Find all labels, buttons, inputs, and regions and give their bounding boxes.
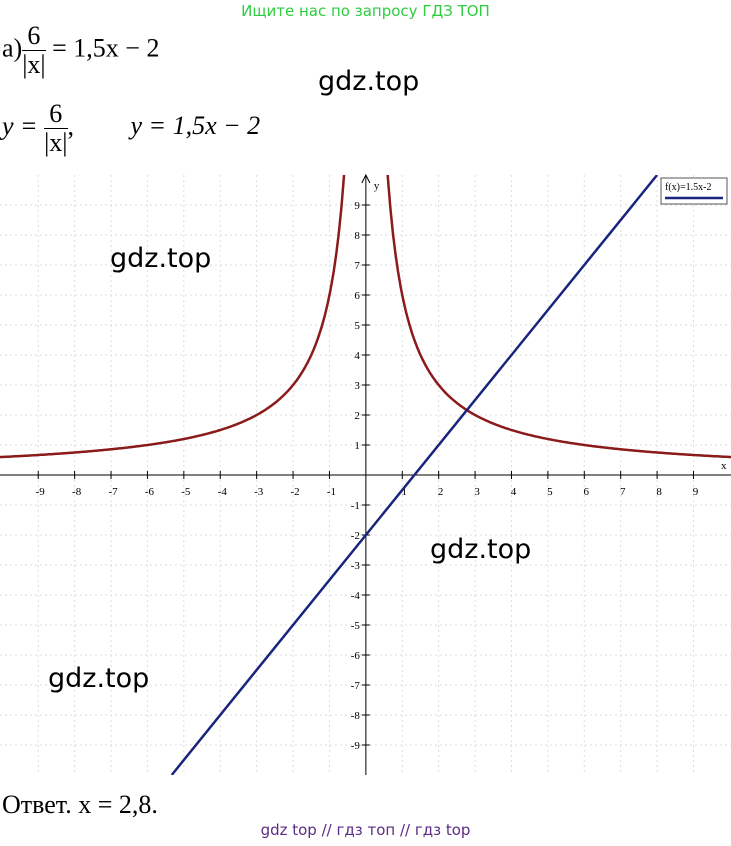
y-axis-label: y (374, 180, 380, 192)
x-tick-label: -5 (181, 486, 191, 498)
line-curve (170, 175, 659, 775)
x-axis-label: x (721, 460, 727, 472)
y-tick-label: 5 (354, 320, 360, 332)
y-tick-label: -9 (351, 740, 361, 752)
answer: Ответ. x = 2,8. (2, 790, 158, 819)
x-tick-label: -1 (327, 486, 336, 498)
y-tick-label: -8 (351, 710, 361, 722)
x-tick-label: -9 (36, 486, 46, 498)
x-tick-label: 7 (620, 486, 626, 498)
curve (0, 175, 346, 459)
y-tick-label: -2 (351, 530, 360, 542)
y-tick-label: -5 (351, 620, 361, 632)
x-tick-label: 8 (656, 486, 662, 498)
x-tick-label: -2 (290, 486, 299, 498)
separator: , (67, 111, 75, 141)
y-tick-label: 2 (354, 410, 360, 422)
x-tick-label: 9 (693, 486, 699, 498)
x-tick-label: 1 (402, 486, 408, 498)
curve (386, 175, 731, 459)
legend-label: f(x)=1.5x-2 (665, 182, 711, 193)
x-tick-label: -4 (218, 486, 228, 498)
y-tick-label: 7 (354, 260, 360, 272)
legend-box (660, 177, 728, 205)
y-tick-label: -3 (351, 560, 361, 572)
y-tick-label: -4 (351, 590, 361, 602)
y-tick-label: 9 (354, 200, 360, 212)
y-tick-label: -7 (351, 680, 361, 692)
functions: y = 6 |x|, y = 1,5x − 2 (2, 100, 260, 157)
func1-lhs: y = (2, 111, 38, 141)
y-tick-label: 1 (354, 440, 360, 452)
x-tick-label: 5 (547, 486, 553, 498)
denominator: |x| (22, 50, 46, 79)
x-tick-label: -8 (72, 486, 82, 498)
x-tick-label: 3 (474, 486, 480, 498)
y-tick-label: 6 (354, 290, 360, 302)
func2: y = 1,5x − 2 (130, 111, 261, 141)
footer: gdz top // гдз топ // гдз top (260, 821, 471, 839)
x-tick-label: 4 (511, 486, 517, 498)
watermark: gdz.top (430, 534, 532, 565)
y-tick-label: -1 (351, 500, 360, 512)
x-tick-label: 2 (438, 486, 444, 498)
rhs: = 1,5x − 2 (52, 33, 160, 63)
y-tick-label: 3 (354, 380, 360, 392)
banner: Ищите нас по запросу ГДЗ ТОП (241, 2, 490, 20)
x-tick-label: -3 (254, 486, 264, 498)
arrow (361, 173, 371, 184)
task-equation: а) 6 |x| = 1,5x − 2 (2, 22, 159, 79)
task-label: а) (2, 33, 23, 63)
x-tick-label: 6 (584, 486, 590, 498)
x-tick-label: -7 (108, 486, 118, 498)
numerator: 6 (44, 100, 68, 129)
y-tick-label: -6 (351, 650, 361, 662)
numerator: 6 (22, 22, 46, 51)
y-tick-label: 8 (354, 230, 360, 242)
watermark: gdz.top (110, 243, 212, 274)
y-tick-label: 4 (354, 350, 360, 362)
denominator: |x| (44, 128, 68, 157)
watermark: gdz.top (48, 663, 150, 694)
x-tick-label: -6 (145, 486, 155, 498)
watermark: gdz.top (318, 66, 420, 97)
